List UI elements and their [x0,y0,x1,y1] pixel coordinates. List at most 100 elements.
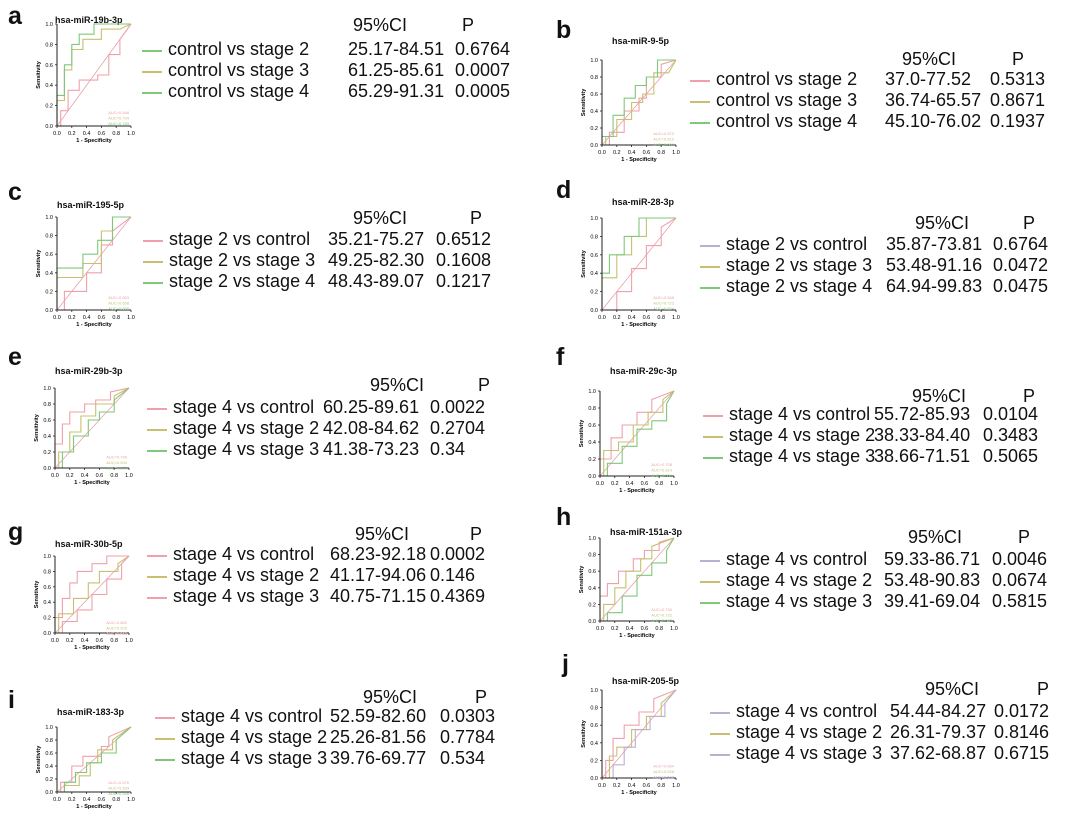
y-tick-label: 1.0 [43,386,51,392]
ci-value: 53.48-91.16 [886,255,983,275]
roc-title: hsa-miR-205-5p [612,676,680,686]
y-tick-label: 1.0 [45,215,53,221]
x-tick-label: 0.8 [655,481,663,487]
legend-swatch [143,282,163,284]
ci-header: 95%CI [363,687,418,707]
x-tick-label: 0.6 [96,638,104,644]
y-tick-label: 1.0 [588,389,596,395]
ci-value: 35.87-73.81 [886,234,983,254]
y-tick-label: 0.6 [590,92,598,98]
roc-title: hsa-miR-183-3p [57,707,125,717]
roc-curve-1 [602,689,677,779]
y-tick-label: 0.2 [588,602,596,608]
ci-header: 95%CI [370,375,425,395]
x-tick-label: 0.4 [81,638,89,644]
y-tick-label: 0.8 [43,402,51,408]
roc-plot: 0.0 0.2 0.4 0.6 0.8 1.0 0.0 0.2 0.4 0.6 0.8 1.0 1 - … [36,215,135,328]
auc-label: AUC=0.658 [108,300,130,305]
y-tick-label: 0.4 [45,764,53,770]
p-header: P [475,687,488,707]
x-tick-label: 0.4 [83,797,91,803]
p-value: 0.6715 [994,743,1050,763]
p-value: 0.1608 [436,250,492,270]
auc-label: AUC=0.548 [108,110,130,115]
auc-label: AUC=0.548 [108,791,130,796]
reference-diagonal [54,387,130,469]
x-tick-label: 1.0 [125,473,133,479]
comparison-label: stage 2 vs stage 3 [169,250,316,270]
p-value: 0.0472 [993,255,1049,275]
auc-label: AUC=0.573 [653,131,675,136]
x-tick-label: 0.2 [68,131,76,137]
ci-value: 59.33-86.71 [884,549,981,569]
roc-curve-3 [600,390,675,477]
auc-label: AUC=0.560 [106,631,128,636]
p-value: 0.0303 [440,706,496,726]
y-tick-label: 1.0 [43,554,51,560]
x-tick-label: 0.6 [98,315,106,321]
p-value: 0.0172 [994,701,1050,721]
y-tick-label: 0.0 [43,631,51,637]
auc-label: AUC=0.551 [651,473,673,478]
roc-curve-2 [55,555,130,634]
legend-swatch [710,733,730,735]
y-axis-label: Sensitivity [581,88,587,116]
ci-value: 45.10-76.02 [885,111,982,131]
y-tick-label: 0.2 [43,450,51,456]
y-tick-label: 1.0 [45,725,53,731]
ci-value: 60.25-89.61 [323,397,420,417]
roc-curve-2 [601,217,676,310]
x-tick-label: 0.2 [611,626,619,632]
legend-swatch [703,415,723,417]
roc-curve-1 [599,390,675,476]
y-tick-label: 0.8 [588,406,596,412]
x-tick-label: 0.0 [51,473,59,479]
legend-swatch [142,50,162,52]
roc-title: hsa-miR-151a-3p [610,527,683,537]
roc-plot: 0.0 0.2 0.4 0.6 0.8 1.0 0.0 0.2 0.4 0.6 0.8 1.0 1 - … [36,22,135,144]
legend-swatch [143,240,163,242]
panel-letter: f [556,343,565,371]
x-axis-label: 1 - Specificity [74,480,110,486]
comparison-label: stage 2 vs stage 4 [726,276,873,296]
comparison-label: stage 4 vs stage 3 [726,591,873,611]
ci-value: 41.17-94.06 [330,565,427,585]
auc-label: AUC=0.548 [653,295,675,300]
x-tick-label: 0.6 [643,150,651,156]
y-tick-label: 0.6 [588,423,596,429]
p-value: 0.0046 [992,549,1048,569]
legend-swatch [147,555,167,557]
comparison-label: stage 4 vs stage 2 [181,727,328,747]
x-tick-label: 1.0 [672,315,680,321]
roc-curve-2 [600,537,675,622]
y-axis-label: Sensitivity [36,745,42,773]
ci-value: 49.25-82.30 [328,250,425,270]
comparison-label: control vs stage 3 [716,90,858,110]
auc-label: AUC=0.708 [651,462,673,467]
roc-curve-3 [601,59,676,145]
ci-header: 95%CI [353,208,408,228]
p-value: 0.6764 [993,234,1049,254]
roc-title: hsa-miR-28-3p [612,197,675,207]
legend-swatch [700,287,720,289]
auc-label: AUC=0.553 [108,295,130,300]
x-tick-label: 1.0 [127,131,135,137]
ci-value: 25.17-84.51 [348,39,445,59]
y-tick-label: 0.8 [45,234,53,240]
x-tick-label: 0.4 [628,150,636,156]
p-value: 0.146 [430,565,476,585]
panel-letter: b [556,16,572,44]
y-tick-label: 0.0 [45,308,53,314]
y-tick-label: 1.0 [588,536,596,542]
ci-value: 65.29-91.31 [348,81,445,101]
x-tick-label: 0.0 [598,783,606,789]
x-tick-label: 0.8 [657,315,665,321]
x-tick-label: 0.8 [657,783,665,789]
ci-value: 35.21-75.27 [328,229,425,249]
comparison-label: stage 4 vs stage 2 [729,425,876,445]
y-tick-label: 0.4 [45,83,53,89]
ci-value: 36.74-65.57 [885,90,982,110]
auc-label: AUC=0.734 [108,115,130,120]
auc-label: AUC=0.783 [108,121,130,126]
p-header: P [1023,213,1036,233]
